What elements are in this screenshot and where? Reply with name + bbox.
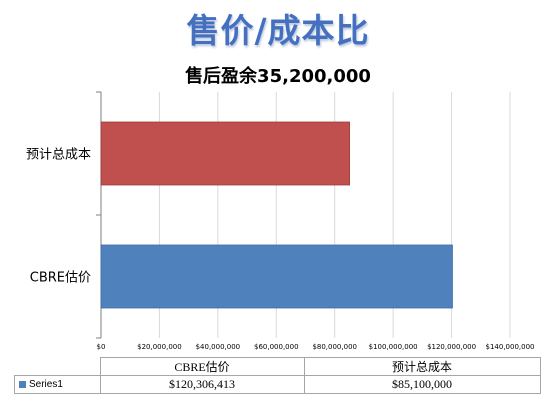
x-tick-label: $100,000,000: [369, 343, 418, 351]
x-tick-label: $80,000,000: [312, 343, 357, 351]
x-tick-label: $0: [97, 343, 106, 351]
x-tick-label: $120,000,000: [427, 343, 476, 351]
x-tick-label: $140,000,000: [486, 343, 535, 351]
slide-title: 售价/成本比: [186, 11, 370, 50]
data-table-header: 预计总成本: [303, 357, 541, 376]
category-label: CBRE估价: [30, 271, 91, 286]
x-tick-label: $60,000,000: [254, 343, 299, 351]
data-table-series-cell: Series1: [14, 375, 101, 394]
data-table: CBRE估价 预计总成本 Series1 $120,306,413 $85,10…: [14, 357, 541, 394]
data-table-header-row: CBRE估价 预计总成本: [14, 357, 541, 376]
data-table-corner: [14, 357, 101, 376]
data-table-cell: $85,100,000: [303, 375, 541, 394]
x-tick-label: $20,000,000: [137, 343, 182, 351]
data-table-header: CBRE估价: [99, 357, 305, 376]
data-table-cell: $120,306,413: [99, 375, 305, 394]
table-row: Series1 $120,306,413 $85,100,000: [14, 375, 541, 394]
series-name: Series1: [29, 379, 63, 390]
bar: [100, 244, 453, 309]
legend-key: [19, 380, 26, 388]
bar: [100, 121, 351, 186]
category-label: 预计总成本: [26, 148, 91, 163]
chart-title: 售后盈余35,200,000: [185, 66, 371, 87]
x-tick-label: $40,000,000: [196, 343, 241, 351]
